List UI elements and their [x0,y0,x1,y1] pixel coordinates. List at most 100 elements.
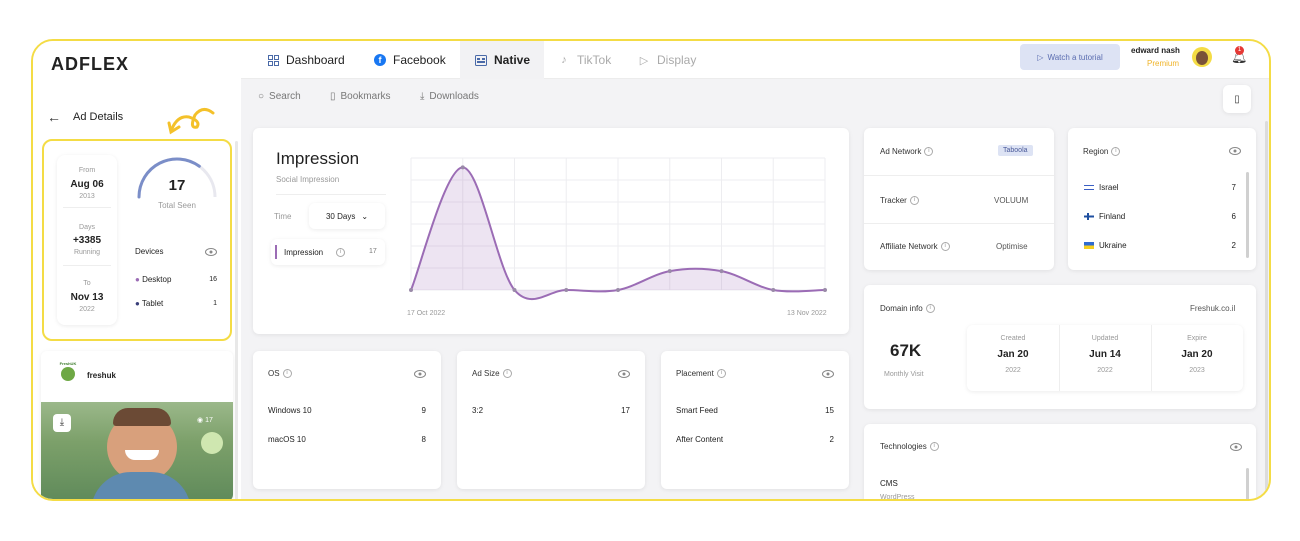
x-axis-start: 17 Oct 2022 [407,310,446,317]
data-point[interactable] [771,288,776,292]
tab-native[interactable]: Native [460,41,545,79]
domain-url[interactable]: Freshuk.co.il [1190,304,1236,313]
bookmark-button[interactable]: ▯ [1223,85,1251,113]
tracker-label: Tracker [880,196,907,205]
download-icon: ⤓ [420,91,425,102]
tab-label: Dashboard [286,53,345,67]
tiktok-icon: ♪ [561,54,567,66]
page-title: Ad Details [73,111,124,123]
display-icon: ▷ [639,54,649,67]
watch-tutorial-button[interactable]: ▷ Watch a tutorial [1020,44,1120,70]
region-row-israel: Israel 7 [1084,183,1236,192]
monthly-visits-label: Monthly Visit [884,371,924,378]
region-eye-icon[interactable] [1229,147,1241,155]
from-label: From [78,167,96,174]
user-name: edward nash [1131,46,1180,55]
back-arrow-icon[interactable]: ← [47,109,61,125]
from-date: Aug 06 [70,179,104,190]
tab-tiktok[interactable]: ♪ TikTok [557,41,611,79]
technologies-scrollbar[interactable] [1246,468,1249,499]
tab-facebook[interactable]: f Facebook [373,41,446,79]
israel-flag-icon [1084,184,1094,192]
technologies-title: Technologies [880,442,927,451]
tech-value: WordPress [880,494,915,501]
download-icon[interactable]: ⤓ [53,414,71,432]
impression-chart [409,157,827,301]
created-date: Created Jan 20 2022 [997,335,1029,374]
os-eye-icon[interactable] [414,370,426,378]
ad-size-eye-icon[interactable] [618,370,630,378]
data-point[interactable] [719,269,724,274]
region-row-finland: Finland 6 [1084,212,1236,221]
placement-row: After Content 2 [676,435,834,444]
device-name: Tablet [141,299,164,308]
advertiser-name: freshuk [87,371,116,380]
info-icon: i [716,369,726,379]
logo[interactable]: ADFLEX [51,54,129,74]
monthly-visits-value: 67K [890,341,922,360]
device-count: 1 [213,300,217,307]
os-title: OS [268,369,280,378]
data-point[interactable] [512,288,517,292]
impression-legend[interactable]: Impression i 17 [271,239,385,265]
placement-eye-icon[interactable] [822,370,834,378]
downloads-link[interactable]: ⤓ Downloads [420,91,479,102]
search-icon: ○ [258,91,265,102]
info-icon: i [940,242,950,252]
ad-network-badge: Taboola [998,145,1033,156]
notification-badge: 1 [1235,46,1244,55]
data-point[interactable] [409,288,413,292]
impression-title: Impression [276,149,360,168]
advertiser-logo: FreshUK [57,361,79,385]
affiliate-value: Optimise [996,242,1028,251]
main-scrollbar[interactable] [1265,121,1268,491]
facebook-icon: f [373,53,387,67]
avatar[interactable] [1192,47,1212,67]
data-point[interactable] [823,288,827,292]
device-row-tablet: ● Tablet 1 [135,299,217,308]
ad-size-row: 3:2 17 [472,406,630,415]
region-scrollbar[interactable] [1246,172,1249,258]
technologies-eye-icon[interactable] [1230,443,1242,451]
preview-views: ◉ 17 [197,417,213,424]
os-card: OS i Windows 10 9 macOS 10 8 [253,351,441,489]
impression-subtitle: Social Impression [276,175,340,184]
advertiser-card[interactable]: FreshUK freshuk ⤓ ◉ 17 [41,351,233,499]
ad-size-title: Ad Size [472,369,500,378]
data-point[interactable] [564,288,569,292]
devices-title: Devices [135,247,164,256]
total-seen-value: 17 [168,177,186,194]
from-year: 2013 [79,193,95,200]
info-icon: i [502,369,512,379]
impression-area [411,167,825,300]
info-icon: i [925,304,935,314]
devices-eye-icon[interactable] [205,248,217,256]
device-name: Desktop [142,275,172,284]
left-scrollbar[interactable] [235,141,238,499]
tab-dashboard[interactable]: Dashboard [266,41,345,79]
tracker-value: VOLUUM [994,196,1029,205]
placement-card: Placement i Smart Feed 15 After Content 2 [661,351,849,489]
data-point[interactable] [667,269,672,274]
bookmarks-link[interactable]: ▯ Bookmarks [330,91,391,102]
tab-display[interactable]: ▷ Display [637,41,697,79]
tab-label: TikTok [577,53,612,67]
total-seen-gauge [137,157,217,199]
total-seen-label: Total Seen [158,201,196,210]
x-axis-end: 13 Nov 2022 [787,310,827,317]
finland-flag-icon [1084,213,1094,221]
info-icon: i [909,196,919,206]
data-point[interactable] [616,288,620,292]
updated-date: Updated Jun 14 2022 [1089,335,1121,374]
time-range-select[interactable]: 30 Days ⌄ [309,203,385,229]
info-icon: i [929,442,939,452]
placement-title: Placement [676,369,714,378]
ukraine-flag-icon [1084,242,1094,250]
days-label: Days [79,224,95,231]
ad-preview-image[interactable]: ⤓ ◉ 17 [41,402,233,499]
data-point[interactable] [460,165,465,170]
device-count: 16 [209,276,217,283]
search-link[interactable]: ○ Search [258,91,301,102]
tab-label: Display [657,53,697,67]
region-row-ukraine: Ukraine 2 [1084,241,1236,250]
